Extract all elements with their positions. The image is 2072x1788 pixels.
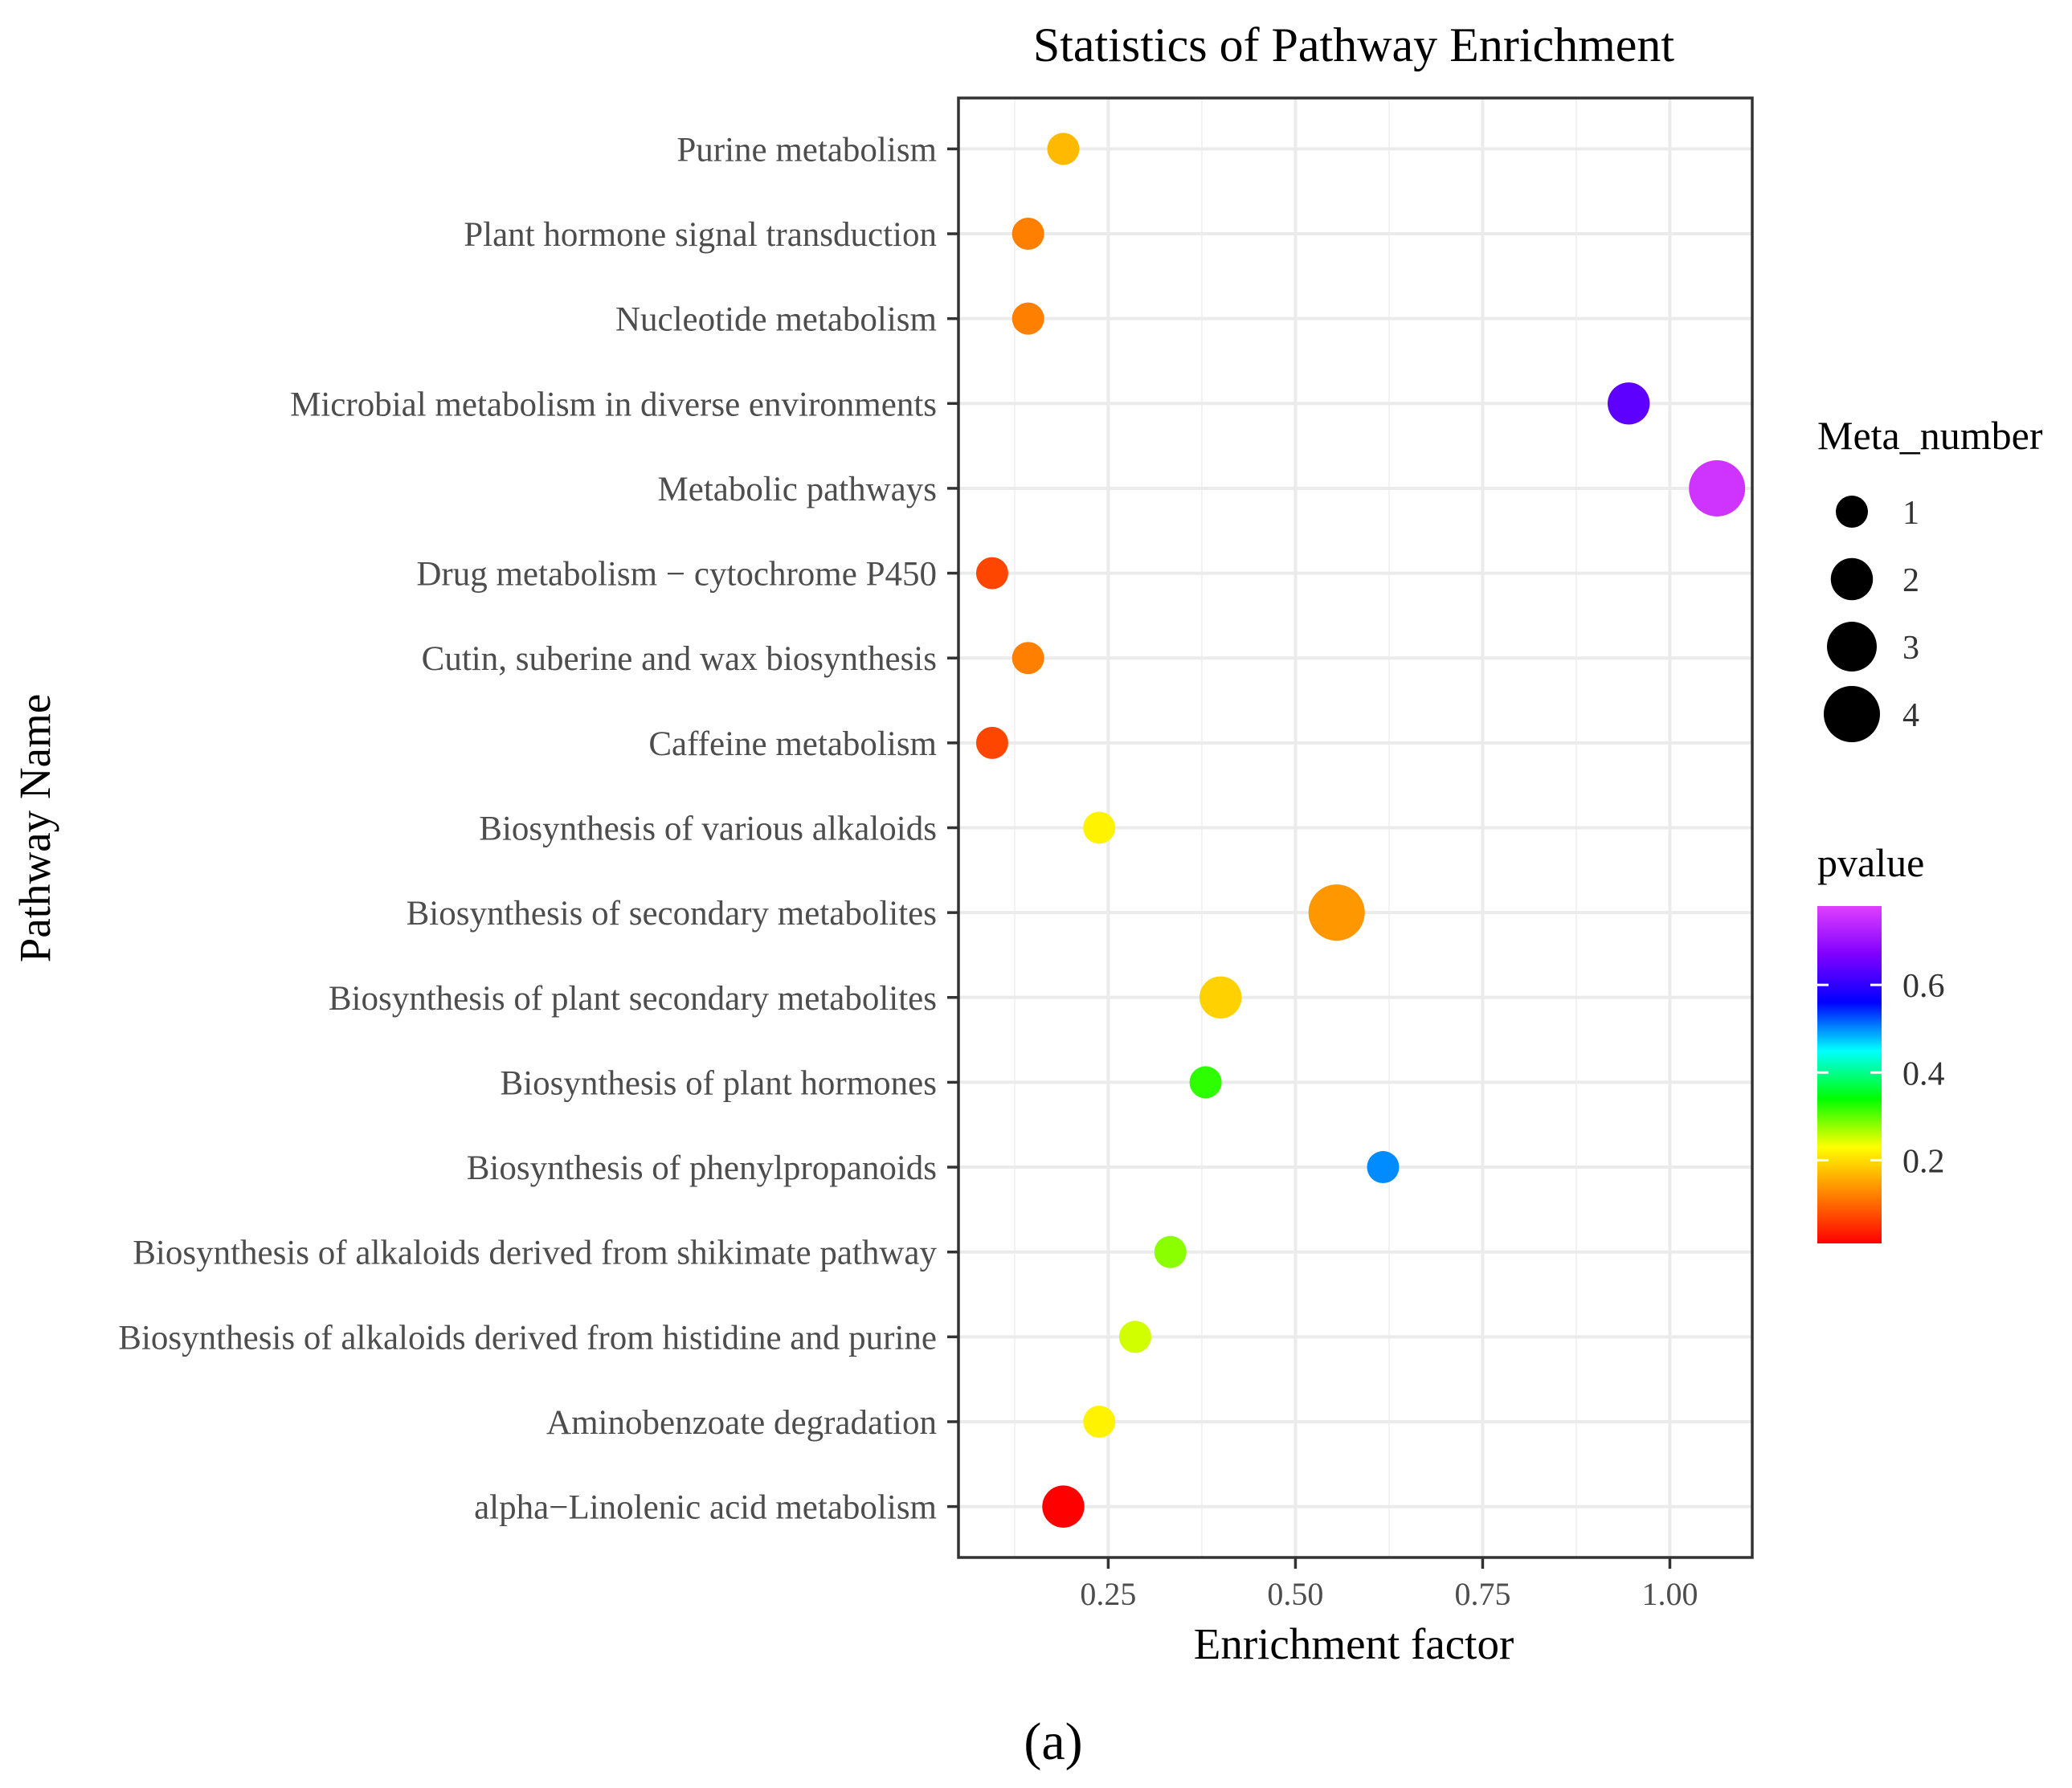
- size-legend-label-2: 3: [1902, 630, 1919, 667]
- data-points: [975, 133, 1746, 1528]
- size-legend-label-0: 1: [1902, 495, 1919, 532]
- size-legend-key-2: [1827, 622, 1877, 672]
- x-axis-ticks: 0.25 0.50 0.75 1.00: [1080, 1557, 1698, 1612]
- color-legend: pvalue 0.2 0.4 0.6: [1817, 840, 1945, 1243]
- y-tick-label-11: Biosynthesis of plant hormones: [501, 1064, 937, 1102]
- data-point-16: [1042, 1485, 1085, 1528]
- size-legend-key-0: [1836, 496, 1868, 528]
- data-point-9: [1308, 884, 1365, 941]
- size-legend-label-1: 2: [1902, 562, 1919, 599]
- figure-caption: (a): [1024, 1712, 1082, 1771]
- grid-lines: [958, 98, 1752, 1557]
- y-tick-label-8: Biosynthesis of various alkaloids: [479, 810, 937, 848]
- data-point-0: [1047, 133, 1080, 165]
- x-tick-label-2: 0.75: [1454, 1576, 1510, 1612]
- data-point-14: [1118, 1321, 1151, 1353]
- y-tick-label-12: Biosynthesis of phenylpropanoids: [467, 1149, 937, 1187]
- size-legend-key-1: [1830, 557, 1874, 601]
- y-tick-label-14: Biosynthesis of alkaloids derived from h…: [118, 1319, 937, 1357]
- y-tick-label-10: Biosynthesis of plant secondary metaboli…: [329, 980, 937, 1018]
- pvalue-colorbar: [1817, 906, 1882, 1243]
- y-tick-label-5: Drug metabolism − cytochrome P450: [416, 556, 937, 594]
- y-tick-label-4: Metabolic pathways: [658, 471, 938, 508]
- y-tick-label-9: Biosynthesis of secondary metabolites: [407, 895, 937, 933]
- colorbar-label-1: 0.4: [1902, 1055, 1945, 1092]
- colorbar-label-2: 0.6: [1902, 968, 1945, 1005]
- data-point-2: [1011, 302, 1044, 335]
- data-point-1: [1011, 218, 1044, 251]
- x-tick-label-1: 0.50: [1267, 1576, 1323, 1612]
- data-point-4: [1689, 459, 1746, 516]
- y-tick-label-15: Aminobenzoate degradation: [546, 1404, 937, 1442]
- size-legend-title: Meta_number: [1817, 413, 2043, 458]
- y-tick-label-1: Plant hormone signal transduction: [464, 216, 937, 254]
- data-point-12: [1367, 1151, 1400, 1184]
- y-tick-label-6: Cutin, suberine and wax biosynthesis: [422, 640, 937, 678]
- y-tick-label-16: alpha−Linolenic acid metabolism: [474, 1489, 937, 1527]
- data-point-6: [1011, 642, 1044, 675]
- size-legend: Meta_number 1 2 3 4: [1817, 413, 2043, 742]
- data-point-10: [1199, 976, 1242, 1019]
- x-axis-title: Enrichment factor: [1194, 1619, 1514, 1668]
- size-legend-key-3: [1824, 686, 1880, 742]
- y-tick-label-3: Microbial metabolism in diverse environm…: [290, 386, 937, 423]
- y-tick-label-13: Biosynthesis of alkaloids derived from s…: [133, 1235, 937, 1272]
- y-tick-label-0: Purine metabolism: [676, 131, 937, 169]
- plot-panel-border: [957, 96, 1754, 1559]
- data-point-8: [1083, 811, 1116, 844]
- data-point-3: [1607, 382, 1650, 425]
- y-axis-title: Pathway Name: [10, 694, 59, 963]
- chart-title: Statistics of Pathway Enrichment: [1033, 18, 1675, 71]
- y-tick-label-2: Nucleotide metabolism: [615, 301, 937, 339]
- color-legend-title: pvalue: [1817, 840, 1924, 885]
- data-point-11: [1189, 1066, 1222, 1099]
- colorbar-label-0: 0.2: [1902, 1143, 1945, 1180]
- y-tick-label-7: Caffeine metabolism: [648, 725, 937, 763]
- x-tick-label-0: 0.25: [1080, 1576, 1136, 1612]
- data-point-15: [1083, 1405, 1116, 1438]
- y-axis-ticks: Purine metabolism Plant hormone signal tr…: [118, 131, 958, 1527]
- data-point-5: [975, 557, 1008, 590]
- x-tick-label-3: 1.00: [1641, 1576, 1698, 1612]
- size-legend-label-3: 4: [1902, 697, 1919, 734]
- data-point-13: [1154, 1235, 1187, 1268]
- data-point-7: [975, 726, 1008, 759]
